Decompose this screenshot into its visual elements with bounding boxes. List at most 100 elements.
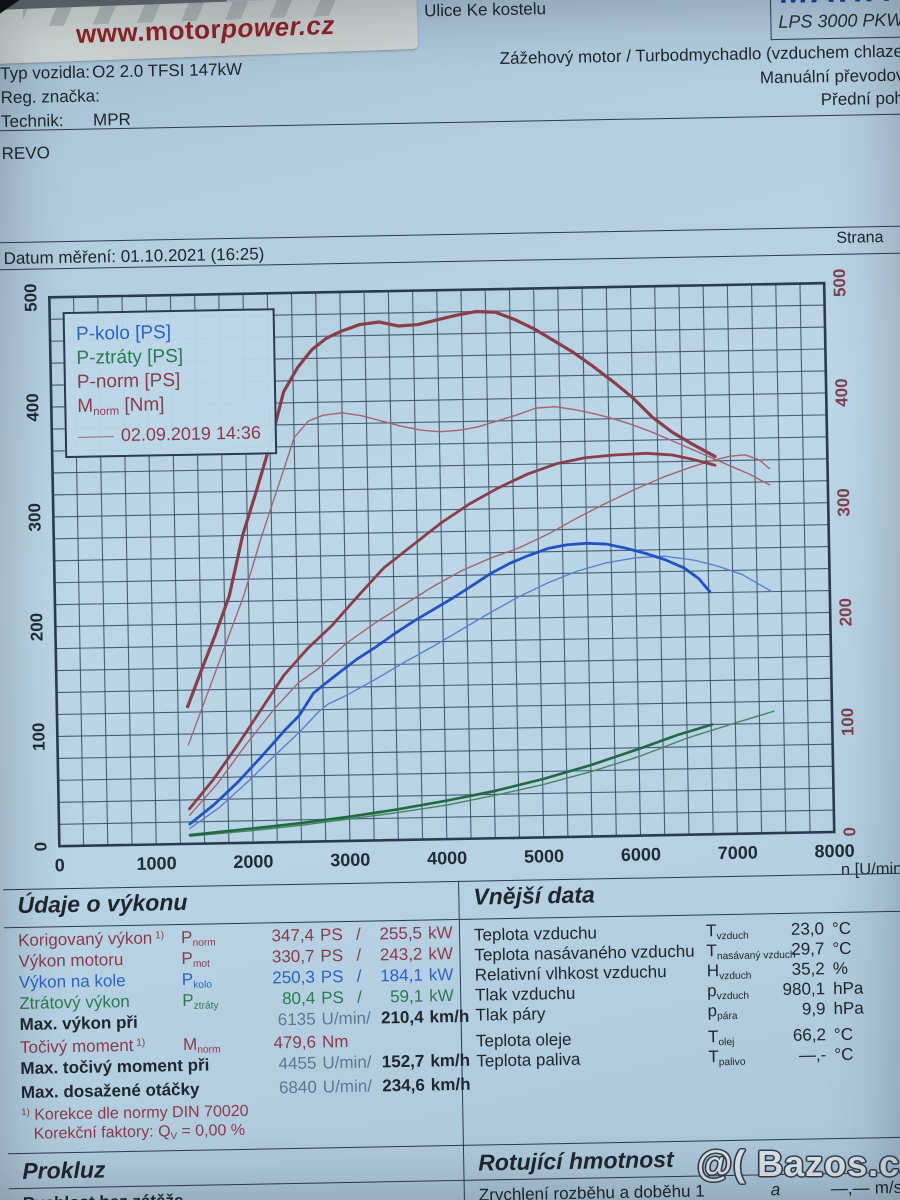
row-label: Max. dosažené otáčky	[20, 1079, 200, 1102]
row-symbol: pvzduch	[706, 981, 750, 1003]
y-tick-label-left: 0	[31, 842, 50, 852]
unit-1: PS	[320, 946, 344, 966]
row-symbol: ppára	[707, 1001, 738, 1023]
chart-legend: P-kolo [PS] P-ztráty [PS] P-norm [PS] Mnorm…	[62, 308, 278, 459]
row-label: Tlak páry	[475, 1004, 546, 1025]
unit-1: PS	[320, 967, 344, 987]
y-tick-label-right: 300	[834, 488, 854, 517]
env-value: 980,1	[782, 979, 826, 1000]
x-tick-label: 6000	[621, 844, 661, 865]
env-unit: °C	[834, 1044, 854, 1065]
value-1: 330,7	[271, 946, 315, 967]
unit-1: PS	[321, 988, 345, 1008]
row-symbol: Mnorm	[182, 1034, 221, 1056]
curve-P-kolo [PS]	[188, 541, 712, 826]
legend-item: P-norm [PS]	[76, 369, 181, 393]
env-unit: °C	[831, 918, 852, 939]
speed-value: 210,4	[380, 1007, 424, 1028]
row-label: Výkon motoru	[18, 950, 124, 972]
row-label: Korigovaný výkon 1)	[17, 928, 165, 951]
row-label: Teplota paliva	[476, 1049, 581, 1071]
row-label: Teplota vzduchu	[473, 923, 598, 945]
unit-2: kW	[429, 986, 454, 1006]
unit-2: kW	[428, 965, 454, 985]
bazos-watermark: @( Bazos.cz	[697, 1143, 900, 1184]
env-value: —,-	[798, 1045, 827, 1065]
value-2: 184,1	[380, 965, 423, 986]
rotating-mass-section-title: Rotující hmotnost	[478, 1146, 674, 1176]
legend-item: P-kolo [PS]	[75, 322, 172, 345]
row-symbol: Pkolo	[181, 969, 213, 991]
speed-unit: km/h	[429, 1006, 470, 1027]
unit-1: Nm	[321, 1031, 349, 1052]
curve-P-norm [PS] 02.09.2019	[188, 454, 771, 817]
env-value: 23,0	[790, 919, 825, 939]
value-1: 80,4	[281, 988, 316, 1009]
rpm-value: 6135	[277, 1009, 316, 1030]
x-axis-label: n [U/min]	[841, 860, 900, 879]
footnote-correction: Korekční faktory: QV = 0,00 %	[33, 1121, 246, 1143]
y-tick-label-left: 100	[29, 722, 49, 751]
row-label: Max. točivý moment při	[20, 1055, 210, 1078]
value-1: 479,6	[273, 1032, 317, 1053]
curve-P-ztráty [PS] 02.09.2019	[189, 710, 775, 837]
x-tick-label: 5000	[524, 846, 564, 867]
power-table-row: Max. dosažené otáčky 6840 U/min/234,6 km/h	[20, 1075, 471, 1103]
value-1: 250,3	[272, 967, 315, 988]
y-tick-label-left: 300	[25, 503, 45, 532]
value-2: 255,5	[379, 923, 423, 944]
unit-2: kW	[427, 923, 453, 943]
power-section-title: Údaje o výkonu	[17, 888, 188, 919]
x-tick-label: 0	[55, 855, 65, 875]
row-label: Teplota oleje	[475, 1029, 572, 1051]
env-value: 9,9	[801, 999, 826, 1019]
curve-M-norm [Nm]	[186, 309, 717, 709]
env-unit: hPa	[833, 998, 864, 1019]
row-symbol: Pnorm	[180, 927, 216, 949]
env-value: 35,2	[791, 959, 825, 979]
x-tick-label: 8000	[814, 841, 854, 862]
y-tick-label-right: 500	[830, 268, 850, 297]
legend-item: P-ztráty [PS]	[76, 345, 184, 369]
row-label: Ztrátový výkon	[19, 991, 130, 1013]
curve-P-norm [PS]	[188, 451, 717, 811]
rpm-value: 4455	[278, 1053, 317, 1074]
y-tick-label-right: 200	[836, 598, 856, 627]
y-tick-label-right: 0	[840, 827, 859, 837]
env-unit: °C	[833, 1024, 854, 1045]
row-symbol: Pmot	[181, 948, 210, 970]
rotating-mass-partial-row: Zrychlení rozběhu a doběhu 1 a —,— m/s²	[479, 1178, 900, 1200]
legend-item: Mnorm [Nm]	[77, 394, 165, 418]
x-tick-label: 3000	[330, 850, 370, 871]
speed-value: 152,7	[381, 1051, 425, 1072]
value-2: 59,1	[389, 986, 424, 1007]
legend-line-sample	[77, 436, 114, 438]
env-unit: °C	[832, 938, 852, 959]
unit-2: kW	[428, 944, 454, 964]
speed-unit: km/h	[430, 1050, 471, 1071]
speed-value: 234,6	[382, 1075, 425, 1096]
env-unit: hPa	[832, 978, 864, 999]
env-value: 29,7	[791, 939, 825, 959]
x-tick-label: 7000	[718, 842, 758, 863]
legend-item: 02.09.2019 14:36	[77, 421, 264, 448]
row-symbol: Tvzduch	[705, 921, 749, 943]
row-symbol: Pztráty	[182, 990, 219, 1012]
y-tick-label-left: 400	[23, 393, 43, 422]
value-1: 347,4	[271, 925, 315, 946]
row-label: Točivý moment 1)	[19, 1035, 146, 1057]
x-tick-label: 1000	[136, 853, 176, 874]
curve-P-ztráty [PS]	[188, 723, 714, 837]
y-tick-label-left: 500	[21, 283, 41, 312]
env-value: 66,2	[792, 1025, 827, 1045]
curve-M-norm [Nm] 02.09.2019	[187, 405, 771, 746]
row-symbol: Tpalivo	[708, 1047, 746, 1069]
row-label: Max. výkon při	[19, 1012, 138, 1034]
env-unit: %	[832, 958, 849, 979]
y-tick-label-left: 200	[27, 613, 47, 642]
rpm-value: 6840	[278, 1077, 318, 1098]
curve-P-kolo [PS] 02.09.2019	[189, 555, 773, 830]
